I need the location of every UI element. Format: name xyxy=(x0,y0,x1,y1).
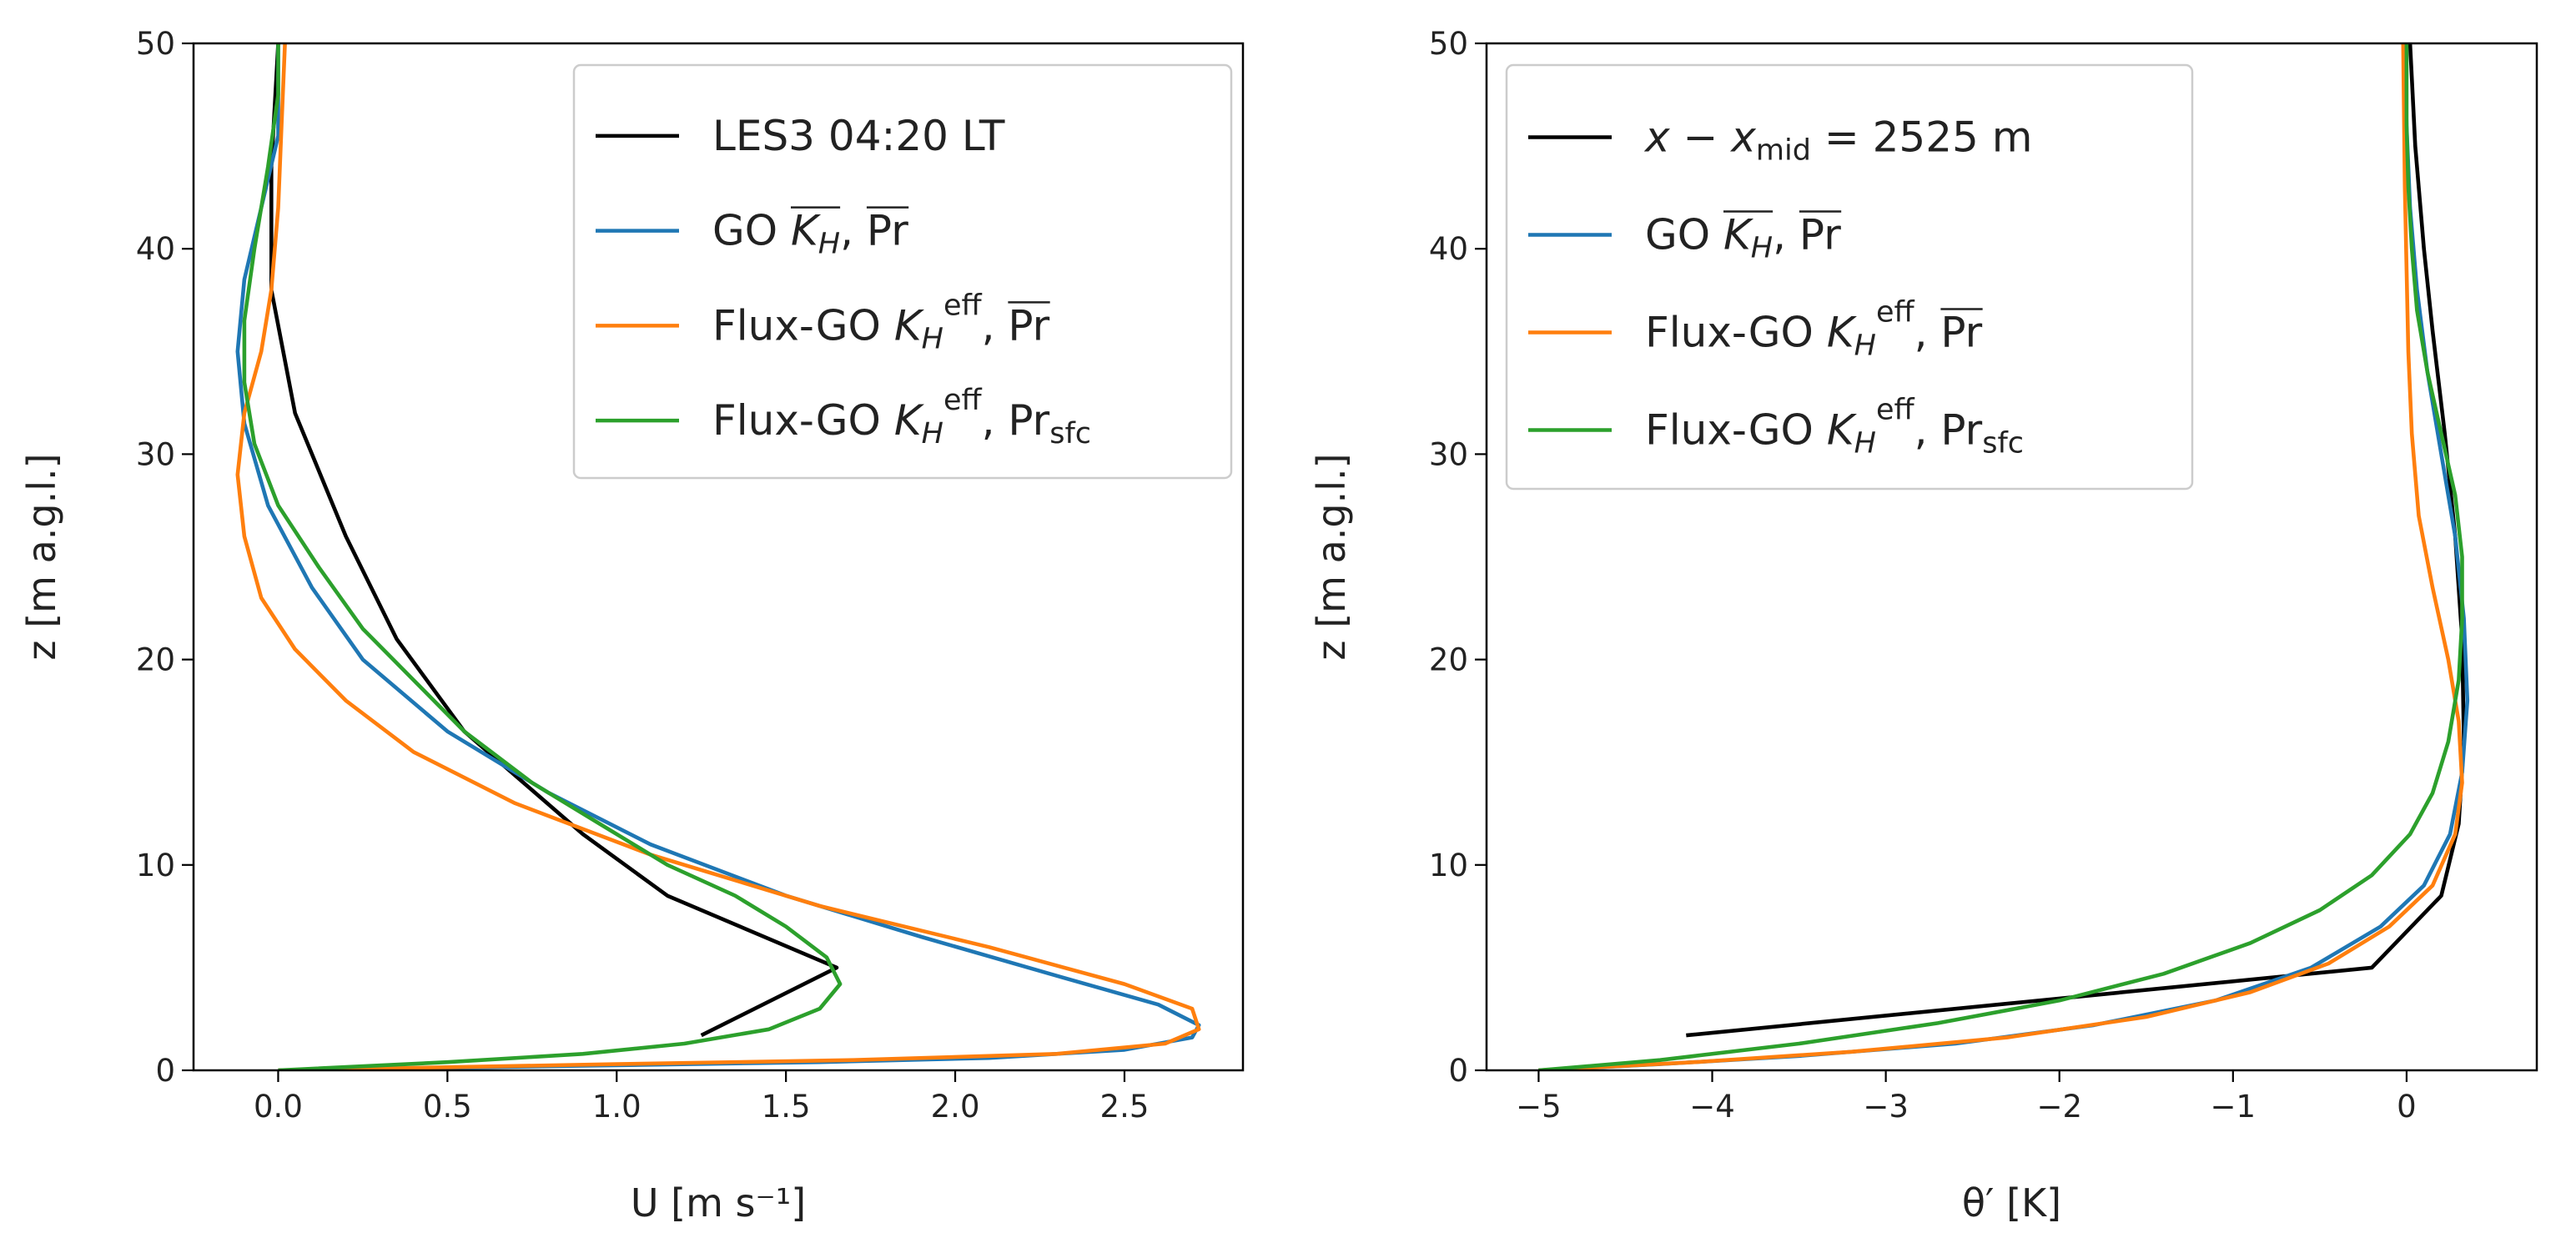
y-tick-label: 20 xyxy=(1429,642,1468,678)
series-line-1 xyxy=(269,43,839,1038)
legend-label: Flux-GO KHeff, Prsfc xyxy=(712,384,1091,450)
x-tick-label: 2.5 xyxy=(1100,1089,1150,1125)
legend-label-part: Pr xyxy=(1940,309,1982,357)
right-panel-theta-profile: −5 −4 −3 −2 −1 0 0 10 20 30 40 50 θ′ [K] z [m a.g.l… xyxy=(1309,26,2538,1225)
y-tick-label: 20 xyxy=(136,642,175,678)
legend-label: LES3 04:20 LT xyxy=(712,112,1005,160)
legend-item-3: Flux-GO KHeff, Pr xyxy=(1528,296,1983,363)
legend-box xyxy=(572,63,1233,480)
x-tick-label: 0 xyxy=(2397,1089,2417,1125)
y-tick-label: 0 xyxy=(1448,1053,1468,1089)
legend-label-part: x xyxy=(1643,113,1670,162)
y-tick-label: 50 xyxy=(1429,26,1468,62)
legend-label-part: , Pr xyxy=(982,396,1050,445)
legend-label: Flux-GO KHeff, Pr xyxy=(1645,296,1983,363)
legend-label-part: H xyxy=(1854,427,1876,460)
right-x-axis-label: θ′ [K] xyxy=(1962,1180,2061,1225)
legend-label-part: , xyxy=(1773,211,1799,259)
legend-label: Flux-GO KHeff, Pr xyxy=(712,289,1050,355)
legend-item-1: LES3 04:20 LT xyxy=(596,112,1005,160)
x-tick-label: 0.5 xyxy=(423,1089,472,1125)
legend-label-part: H xyxy=(818,228,840,261)
legend-label-part: = 2525 m xyxy=(1811,113,2033,162)
legend-label-part: K xyxy=(894,301,925,350)
legend-label-part: eff xyxy=(1876,296,1915,330)
right-axes-frame xyxy=(1485,42,2538,1072)
legend-label-part: K xyxy=(1827,309,1858,357)
legend-label-part: H xyxy=(1751,232,1773,265)
legend-label-part: H xyxy=(922,322,943,355)
legend-label-part: Flux-GO xyxy=(712,396,894,445)
y-tick-label: 40 xyxy=(1429,231,1468,267)
x-tick-label: −4 xyxy=(1689,1089,1735,1125)
legend-label-part: , xyxy=(982,301,1009,350)
legend-label-part: Pr xyxy=(1008,301,1049,350)
legend-label-part: Pr xyxy=(1799,211,1841,259)
legend-item-4: Flux-GO KHeff, Prsfc xyxy=(596,384,1091,450)
legend-label-part: K xyxy=(791,207,822,255)
y-tick-label: 40 xyxy=(136,231,175,267)
legend-label-part: , xyxy=(1914,309,1941,357)
legend-label-part: K xyxy=(1827,406,1858,455)
legend-label-part: H xyxy=(922,417,943,450)
y-tick-label: 10 xyxy=(136,848,175,883)
series-line-3 xyxy=(235,43,1201,1070)
legend-label-part: GO xyxy=(712,207,791,255)
legend-label-part: H xyxy=(1854,330,1876,363)
x-tick-label: −1 xyxy=(2211,1089,2257,1125)
left-axes-frame xyxy=(192,42,1245,1072)
y-tick-label: 50 xyxy=(136,26,175,62)
legend-label: Flux-GO KHeff, Prsfc xyxy=(1645,394,2024,460)
legend-label-part: eff xyxy=(943,289,983,322)
legend-item-1: x − xmid = 2525 m xyxy=(1528,113,2032,168)
legend-label: x − xmid = 2525 m xyxy=(1643,113,2032,168)
legend-label-part: K xyxy=(894,396,925,445)
legend-label-part: Flux-GO xyxy=(712,301,894,350)
y-tick-label: 0 xyxy=(155,1053,175,1089)
x-tick-label: 0.0 xyxy=(254,1089,303,1125)
legend-label: GO KH, Pr xyxy=(1645,211,1841,265)
x-tick-label: 1.0 xyxy=(592,1089,641,1125)
legend-label-part: Flux-GO xyxy=(1645,406,1827,455)
x-tick-label: −3 xyxy=(1863,1089,1909,1125)
legend-label-part: GO xyxy=(1645,211,1723,259)
y-tick-label: 30 xyxy=(136,436,175,472)
right-y-axis-label: z [m a.g.l.] xyxy=(1309,453,1354,660)
legend-item-2: GO KH, Pr xyxy=(596,206,909,261)
legend-label-part: K xyxy=(1723,211,1754,259)
legend-label-part: sfc xyxy=(1982,427,2024,460)
series-line-3 xyxy=(1538,43,2464,1070)
legend-item-4: Flux-GO KHeff, Prsfc xyxy=(1528,394,2024,460)
legend-label-part: Flux-GO xyxy=(1645,309,1827,357)
legend-label-part: mid xyxy=(1756,134,1811,168)
y-tick-label: 30 xyxy=(1429,436,1468,472)
y-tick-label: 10 xyxy=(1429,848,1468,883)
legend-label-part: eff xyxy=(943,384,983,417)
legend-label: GO KH, Pr xyxy=(712,207,908,261)
legend-label-part: − xyxy=(1670,113,1732,162)
x-tick-label: −5 xyxy=(1516,1089,1562,1125)
left-y-axis-label: z [m a.g.l.] xyxy=(19,453,64,660)
legend-label-part: , xyxy=(840,207,867,255)
legend-item-3: Flux-GO KHeff, Pr xyxy=(596,289,1050,355)
legend-label-part: eff xyxy=(1876,394,1915,427)
legend-item-2: GO KH, Pr xyxy=(1528,210,1842,265)
series-line-4 xyxy=(1538,43,2464,1070)
x-tick-label: 1.5 xyxy=(762,1089,811,1125)
series-line-1 xyxy=(1686,43,2466,1038)
legend-box xyxy=(1505,63,2194,491)
legend-label-part: LES3 04:20 LT xyxy=(712,112,1005,160)
x-tick-label: 2.0 xyxy=(931,1089,980,1125)
legend-label-part: , Pr xyxy=(1914,406,1983,455)
x-tick-label: −2 xyxy=(2036,1089,2082,1125)
left-x-axis-label: U [m s⁻¹] xyxy=(631,1180,806,1225)
legend-label-part: sfc xyxy=(1049,417,1091,450)
legend-label-part: x xyxy=(1729,113,1756,162)
legend-label-part: Pr xyxy=(867,207,908,255)
series-line-4 xyxy=(242,43,843,1070)
